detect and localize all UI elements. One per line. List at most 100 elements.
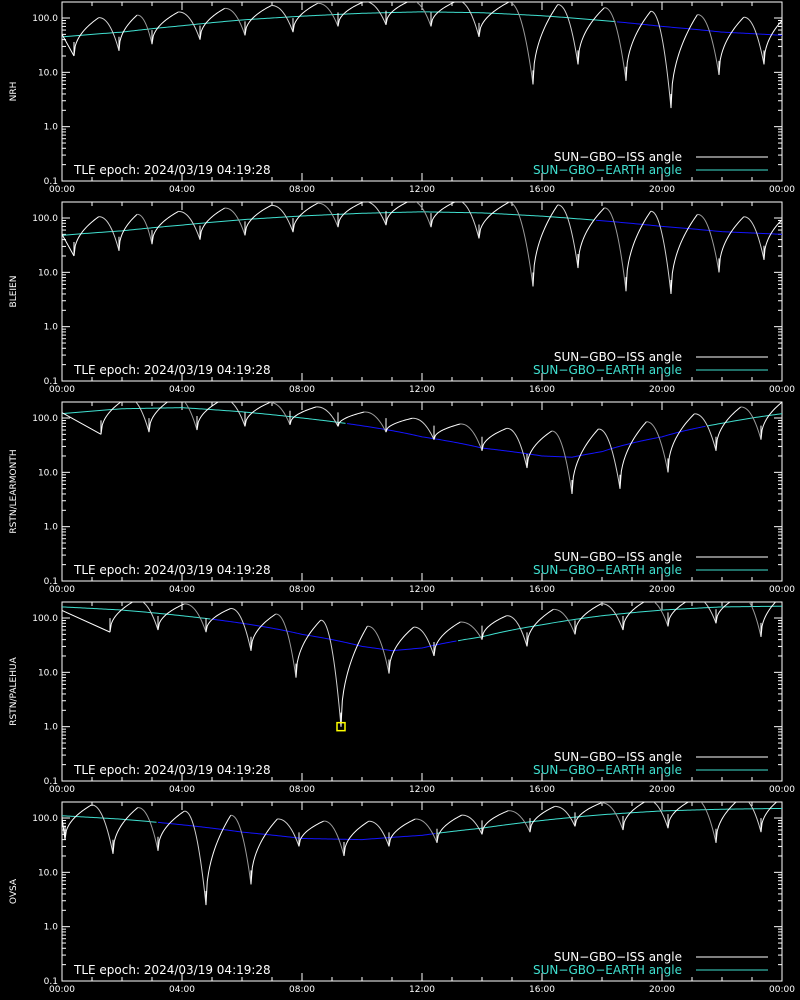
iss-angle-fall xyxy=(184,810,207,906)
x-tick-label: 04:00 xyxy=(169,585,195,595)
legend-earth-label: SUN−GBO−EARTH angle xyxy=(533,963,682,977)
x-tick-label: 00:00 xyxy=(769,385,795,395)
iss-angle-rise xyxy=(199,7,225,40)
legend-earth-label: SUN−GBO−EARTH angle xyxy=(533,363,682,377)
iss-angle-fall xyxy=(413,626,435,657)
iss-angle-rise xyxy=(385,2,409,25)
x-tick-label: 20:00 xyxy=(649,985,675,995)
x-tick-label: 12:00 xyxy=(409,585,435,595)
x-tick-label: 16:00 xyxy=(529,785,555,795)
iss-angle-rise xyxy=(385,202,409,226)
y-tick-label: 100.0 xyxy=(32,614,58,624)
y-tick-label: 1.0 xyxy=(44,523,59,533)
iss-angle-fall xyxy=(135,402,150,433)
iss-angle-fall xyxy=(598,428,621,489)
iss-angle-rise xyxy=(532,4,559,85)
iss-angle-rise xyxy=(715,602,731,624)
x-tick-label: 08:00 xyxy=(289,785,315,795)
x-tick-label: 08:00 xyxy=(289,385,315,395)
iss-angle-rise xyxy=(385,417,413,433)
x-tick-label: 12:00 xyxy=(409,385,435,395)
iss-angle-rise xyxy=(295,619,322,678)
x-tick-label: 08:00 xyxy=(289,585,315,595)
iss-angle-fall xyxy=(364,202,387,226)
iss-angle-rise xyxy=(622,802,646,831)
y-tick-label: 1.0 xyxy=(44,723,59,733)
iss-angle-rise xyxy=(298,820,324,847)
iss-angle-rise xyxy=(340,625,368,727)
y-tick-label: 100.0 xyxy=(32,14,58,24)
iss-angle-lead xyxy=(62,610,111,633)
tle-epoch-label: TLE epoch: 2024/03/19 04:19:28 xyxy=(73,763,271,777)
iss-angle-rise xyxy=(481,810,509,835)
y-tick-label: 10.0 xyxy=(38,268,58,278)
iss-angle-fall xyxy=(364,411,387,433)
y-tick-label: 10.0 xyxy=(38,468,58,478)
y-tick-label: 0.1 xyxy=(44,977,58,987)
iss-angle-rise xyxy=(343,820,370,857)
plot-area xyxy=(62,602,782,732)
iss-angle-fall xyxy=(323,820,345,857)
iss-angle-fall xyxy=(557,204,579,269)
iss-angle-fall xyxy=(230,814,252,885)
iss-angle-rise xyxy=(760,802,778,833)
iss-angle-fall xyxy=(652,802,669,829)
iss-angle-fall xyxy=(230,402,246,427)
earth-angle-line-dark xyxy=(595,219,782,235)
iss-angle-rise xyxy=(199,207,226,240)
iss-angle-rise xyxy=(337,202,365,228)
iss-angle-rise xyxy=(481,615,507,640)
iss-angle-fall xyxy=(275,613,297,678)
iss-angle-rise xyxy=(112,807,139,854)
x-tick-label: 00:00 xyxy=(49,385,75,395)
y-tick-label: 100.0 xyxy=(32,814,58,824)
earth-angle-line-lit xyxy=(457,605,782,642)
x-tick-label: 20:00 xyxy=(649,185,675,195)
closest-approach-marker xyxy=(336,721,346,732)
iss-angle-fall xyxy=(412,417,435,440)
earth-angle-line-dark xyxy=(211,618,457,652)
iss-angle-fall xyxy=(508,202,534,287)
y-tick-label: 10.0 xyxy=(38,868,58,878)
iss-angle-rise xyxy=(250,613,277,651)
iss-angle-fall xyxy=(747,802,762,833)
x-tick-label: 12:00 xyxy=(409,985,435,995)
iss-angle-rise xyxy=(667,802,690,829)
iss-angle-fall xyxy=(508,810,531,833)
iss-angle-fall xyxy=(782,797,800,832)
legend-iss-label: SUN−GBO−ISS angle xyxy=(554,550,682,564)
x-tick-label: 04:00 xyxy=(169,985,195,995)
iss-angle-rise xyxy=(205,815,232,906)
iss-angle-fall xyxy=(98,17,120,51)
iss-angle-rise xyxy=(196,402,220,431)
earth-angle-line-dark xyxy=(616,21,782,36)
y-tick-label: 0.1 xyxy=(44,377,58,387)
iss-angle-rise xyxy=(148,402,169,433)
iss-angle-fall xyxy=(277,818,300,847)
iss-angle-rise xyxy=(289,406,317,425)
iss-angle-fall xyxy=(601,802,624,831)
iss-angle-rise xyxy=(430,202,457,228)
iss-angle-rise xyxy=(430,2,456,27)
iss-angle-rise xyxy=(478,202,509,239)
x-tick-label: 04:00 xyxy=(169,785,195,795)
iss-angle-fall xyxy=(317,2,339,27)
y-tick-label: 0.1 xyxy=(44,577,58,587)
iss-angle-rise xyxy=(250,818,278,885)
panel-ovsa: 100.010.01.00.100:00 04:00 08:00 12:00 16:00… xyxy=(9,797,800,995)
iss-angle-rise xyxy=(577,7,605,65)
y-axis-label: RSTN/PALEHUA xyxy=(9,656,19,725)
y-axis-label: OVSA xyxy=(9,878,19,904)
iss-angle-fall xyxy=(653,602,669,627)
iss-angle-rise xyxy=(151,210,179,245)
iss-angle-fall xyxy=(364,2,387,25)
legend-earth-label: SUN−GBO−EARTH angle xyxy=(533,563,682,577)
iss-angle-rise xyxy=(715,802,737,843)
x-tick-label: 20:00 xyxy=(649,385,675,395)
y-tick-label: 1.0 xyxy=(44,123,59,133)
x-tick-label: 08:00 xyxy=(289,185,315,195)
iss-angle-rise xyxy=(667,602,687,627)
y-axis-label: NRH xyxy=(9,82,19,102)
iss-angle-rise xyxy=(118,213,138,251)
iss-angle-rise xyxy=(292,2,318,33)
